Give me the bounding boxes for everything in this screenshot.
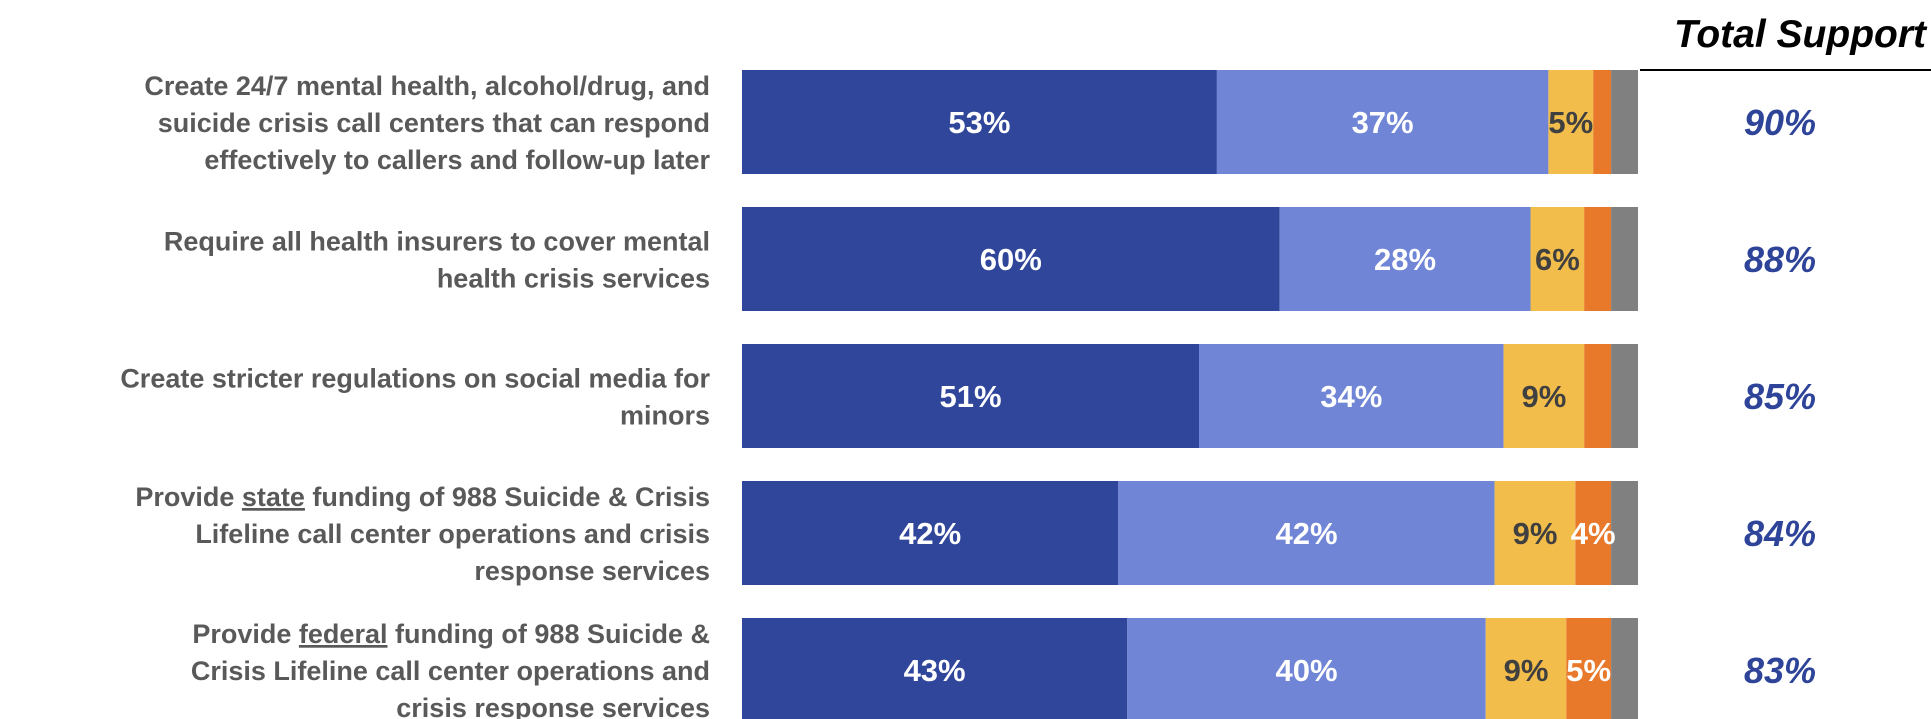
category-label-text: federal <box>299 619 388 649</box>
bar-segment <box>1584 344 1612 448</box>
total-support-value: 88% <box>1744 239 1816 280</box>
segment-value-label: 51% <box>939 379 1001 414</box>
category-label: Provide federal funding of 988 Suicide &… <box>191 619 710 719</box>
total-support-values: 90% 88% 85% 84% 83% <box>1744 102 1816 691</box>
category-label-text: health crisis services <box>437 264 710 294</box>
category-label: Require all health insurers to cover men… <box>164 227 710 294</box>
segment-value-label: 9% <box>1504 653 1549 688</box>
segment-value-label: 43% <box>904 653 966 688</box>
bar-segment <box>1530 207 1585 311</box>
total-support-header: Total Support <box>1674 13 1928 56</box>
bar-segment <box>1611 70 1638 174</box>
bar-segment <box>742 344 1199 448</box>
category-label-text: funding of 988 Suicide & <box>387 619 710 649</box>
segment-value-label: 6% <box>1535 242 1580 277</box>
bar-segment <box>1279 207 1531 311</box>
bar-segment <box>1575 481 1612 585</box>
category-label-text: crisis response services <box>396 693 710 719</box>
category-label: Create 24/7 mental health, alcohol/drug,… <box>144 71 710 175</box>
category-label-text: Provide <box>135 482 242 512</box>
category-label-text: Provide <box>192 619 299 649</box>
bar-segment <box>1503 344 1585 448</box>
segment-value-label: 53% <box>948 105 1010 140</box>
category-label-text: Create 24/7 mental health, alcohol/drug,… <box>144 71 710 101</box>
bar-segment <box>1611 481 1638 585</box>
bar-segment <box>742 207 1280 311</box>
bar-segment <box>1611 207 1638 311</box>
total-support-value: 83% <box>1744 650 1816 691</box>
segment-value-label: 5% <box>1548 105 1593 140</box>
segment-value-labels: 53% 37% 5% 60% 28% 6% 51% 34% 9% 42% 42% 9% 4% 43% 40%… <box>899 105 1615 688</box>
bar-segment <box>742 618 1128 719</box>
category-labels: Create 24/7 mental health, alcohol/drug,… <box>120 71 710 719</box>
bar-segment <box>1584 207 1612 311</box>
total-support-value: 84% <box>1744 513 1816 554</box>
segment-value-label: 60% <box>980 242 1042 277</box>
category-label-text: minors <box>620 401 710 431</box>
segment-value-label: 4% <box>1571 516 1616 551</box>
category-label-text: state <box>242 482 305 512</box>
category-label-text: Lifeline call center operations and cris… <box>195 519 710 549</box>
bar-segment <box>1127 618 1486 719</box>
total-support-header-group: Total Support <box>1640 13 1931 71</box>
total-support-value: 90% <box>1744 102 1816 143</box>
bar-segment <box>1611 618 1638 719</box>
segment-value-label: 40% <box>1275 653 1337 688</box>
bar-segment <box>1593 70 1612 174</box>
category-label-text: Create stricter regulations on social me… <box>120 364 710 394</box>
bar-segment <box>1485 618 1567 719</box>
segment-value-label: 37% <box>1352 105 1414 140</box>
category-label-text: funding of 988 Suicide & Crisis <box>305 482 710 512</box>
segment-value-label: 5% <box>1566 653 1611 688</box>
category-label-text: Crisis Lifeline call center operations a… <box>191 656 710 686</box>
category-label-text: response services <box>474 556 710 586</box>
bar-segment <box>1566 618 1612 719</box>
bar-segment <box>1199 344 1504 448</box>
bar-segment <box>1118 481 1495 585</box>
segment-value-label: 34% <box>1320 379 1382 414</box>
total-support-value: 85% <box>1744 376 1816 417</box>
category-label-text: effectively to callers and follow-up lat… <box>204 145 710 175</box>
category-label-text: Require all health insurers to cover men… <box>164 227 710 257</box>
segment-value-label: 42% <box>1275 516 1337 551</box>
segment-value-label: 9% <box>1513 516 1558 551</box>
category-label: Create stricter regulations on social me… <box>120 364 710 431</box>
bar-segment <box>1611 344 1638 448</box>
bar-segment <box>1548 70 1594 174</box>
bar-segment <box>742 481 1119 585</box>
segment-value-label: 42% <box>899 516 961 551</box>
segment-value-label: 28% <box>1374 242 1436 277</box>
bar-segment <box>1494 481 1576 585</box>
bar-segments <box>742 70 1638 719</box>
category-label: Provide state funding of 988 Suicide & C… <box>135 482 710 586</box>
segment-value-label: 9% <box>1521 379 1566 414</box>
category-label-text: suicide crisis call centers that can res… <box>158 108 710 138</box>
bar-segment <box>742 70 1217 174</box>
bar-segment <box>1216 70 1549 174</box>
